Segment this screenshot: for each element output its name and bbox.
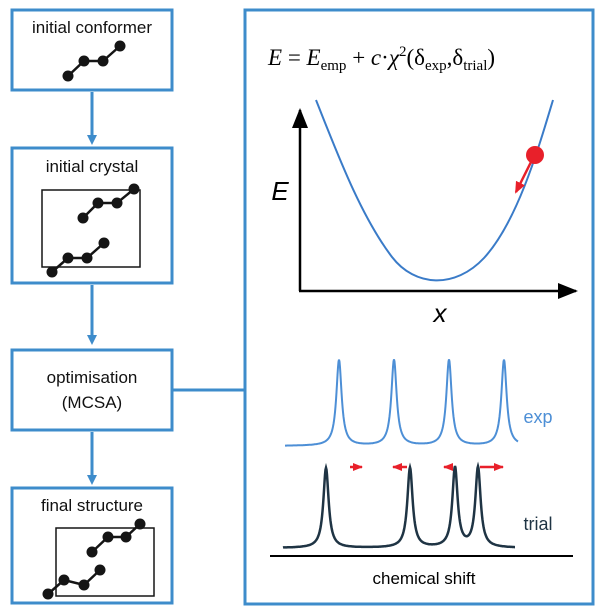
step-box xyxy=(10,348,174,432)
chemical-shift-label: chemical shift xyxy=(373,569,476,588)
trial-spectrum-line xyxy=(282,461,515,549)
x-axis-label: x xyxy=(432,298,448,328)
descent-arrow xyxy=(514,157,535,194)
step-label: final structure xyxy=(41,496,143,515)
step-initial-crystal: initial crystal xyxy=(10,146,174,285)
unit-cell-icon xyxy=(41,183,141,278)
exp-spectrum: exp xyxy=(285,359,553,447)
energy-curve xyxy=(315,99,554,282)
step-label: initial crystal xyxy=(46,157,139,176)
step-final-structure: final structure xyxy=(10,486,174,605)
exp-spectrum-line xyxy=(285,359,519,447)
current-state-marker xyxy=(526,146,544,164)
step-initial-conformer: initial conformer xyxy=(10,8,174,92)
step-box xyxy=(10,486,174,605)
y-axis-label: E xyxy=(271,176,289,206)
unit-cell-icon xyxy=(42,518,155,600)
step-box xyxy=(10,146,174,285)
step-optimisation: optimisation (MCSA) xyxy=(10,348,174,432)
step-label: optimisation xyxy=(47,368,138,387)
step-label: initial conformer xyxy=(32,18,152,37)
molecule-icon xyxy=(62,40,126,82)
step-label-secondary: (MCSA) xyxy=(62,393,122,412)
trial-label: trial xyxy=(523,514,552,534)
objective-equation: E = Eemp + c·χ2(δexp,δtrial) xyxy=(267,44,495,74)
trial-spectrum: trial xyxy=(282,461,553,549)
exp-label: exp xyxy=(523,407,552,427)
step-box xyxy=(10,8,174,92)
energy-plot: E x xyxy=(271,99,578,328)
